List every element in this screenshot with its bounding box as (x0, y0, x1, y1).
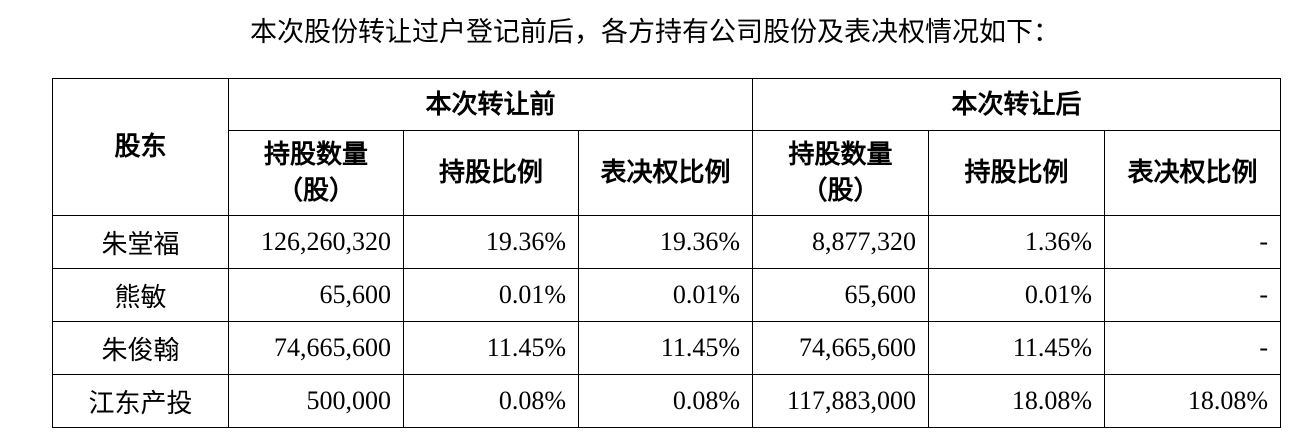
shareholder-name: 朱堂福 (52, 215, 229, 269)
shareholder-name: 朱俊翰 (52, 321, 229, 375)
data-row: 熊敏 65,600 0.01% 0.01% 65,600 0.01% - (52, 268, 1281, 322)
subheader-line: 持股比例 (438, 158, 543, 188)
cell: 8,877,320 (752, 215, 929, 269)
cell: 117,883,000 (752, 374, 929, 428)
cell: 19.36% (403, 215, 579, 269)
header-row: 股东 本次转让前 本次转让后 (52, 78, 1281, 216)
cell: 74,665,600 (228, 321, 404, 375)
data-row: 江东产投 500,000 0.08% 0.08% 117,883,000 18.08% 18… (52, 374, 1281, 428)
shareholder-header: 股东 (52, 78, 229, 216)
intro-text: 本次股份转让过户登记前后，各方持有公司股份及表决权情况如下： (250, 17, 1060, 47)
subheader-line: 持股数量 (263, 140, 368, 170)
subheader: 持股数量 （股） (228, 130, 404, 216)
cell: 0.01% (403, 268, 579, 322)
subheader-line: 表决权比例 (1127, 158, 1258, 188)
subheader: 表决权比例 (578, 130, 753, 216)
subheader-row: 持股数量 （股） 持股比例 表决权比例 持股数量 （股） 持股比例 表决权比例 (53, 130, 1281, 216)
cell: 65,600 (752, 268, 929, 322)
subheader-line: 表决权比例 (600, 158, 731, 188)
subheader: 持股比例 (928, 130, 1105, 216)
subheader-line: （股） (276, 176, 355, 206)
shareholding-table: 股东 本次转让前 本次转让后 持股数量 （股） 持股比例 表决权比例 持股数量 （股） 持股比例表… (52, 78, 1281, 428)
cell: - (1104, 268, 1281, 322)
cell: - (1104, 215, 1281, 269)
cell: 126,260,320 (228, 215, 404, 269)
group-header: 本次转让前 (228, 78, 753, 131)
cell: 19.36% (578, 215, 753, 269)
cell: 1.36% (928, 215, 1105, 269)
cell: 0.08% (578, 374, 753, 428)
cell: 65,600 (228, 268, 404, 322)
cell: 18.08% (1104, 374, 1281, 428)
cell: 11.45% (928, 321, 1105, 375)
subheader-line: 持股比例 (964, 158, 1069, 188)
subheader: 表决权比例 (1104, 130, 1281, 216)
group-header: 本次转让后 (752, 78, 1281, 131)
cell: 74,665,600 (752, 321, 929, 375)
cell: 0.01% (578, 268, 753, 322)
data-row: 朱堂福 126,260,320 19.36% 19.36% 8,877,320 1.36%… (52, 215, 1281, 269)
cell: 11.45% (578, 321, 753, 375)
cell: 0.01% (928, 268, 1105, 322)
shareholder-name: 熊敏 (52, 268, 229, 322)
cell: 500,000 (228, 374, 404, 428)
subheader-line: 持股数量 (788, 140, 893, 170)
cell: 0.08% (403, 374, 579, 428)
data-row: 朱俊翰 74,665,600 11.45% 11.45% 74,665,600 11.45… (52, 321, 1281, 375)
shareholder-name: 江东产投 (52, 374, 229, 428)
cell: 18.08% (928, 374, 1105, 428)
subheader: 持股数量 （股） (752, 130, 929, 216)
subheader-line: （股） (801, 176, 880, 206)
subheader: 持股比例 (403, 130, 579, 216)
cell: - (1104, 321, 1281, 375)
cell: 11.45% (403, 321, 579, 375)
